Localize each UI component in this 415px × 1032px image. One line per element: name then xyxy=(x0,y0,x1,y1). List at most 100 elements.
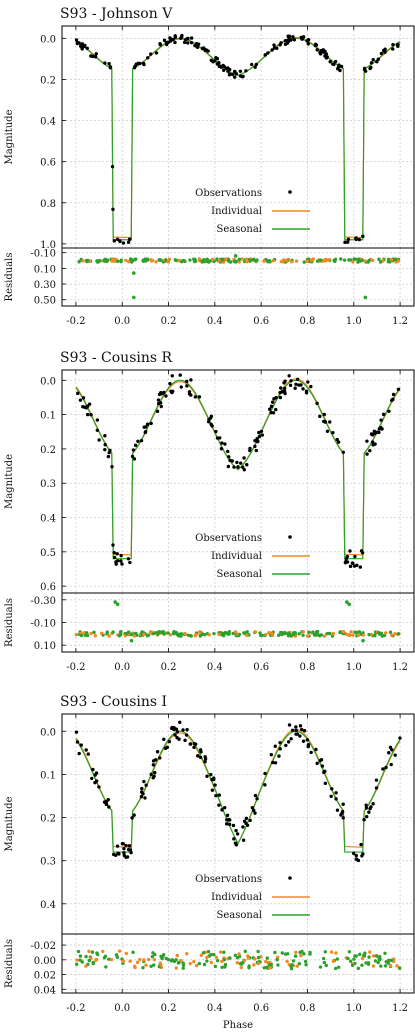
residual-point xyxy=(162,632,166,636)
x-tick-label: 0.2 xyxy=(161,662,177,673)
residual-point xyxy=(322,960,327,965)
observation-point xyxy=(315,761,319,766)
observation-point xyxy=(283,42,288,46)
residual-point xyxy=(201,632,205,637)
residual-point xyxy=(174,966,178,970)
observation-point xyxy=(103,443,107,447)
residual-point xyxy=(95,952,100,957)
observation-point xyxy=(360,551,365,555)
residual-point xyxy=(336,965,341,969)
y-tick-label: 0.3 xyxy=(40,857,56,868)
observation-point xyxy=(304,389,309,393)
observation-point xyxy=(89,413,93,417)
observation-point xyxy=(267,407,272,411)
observation-point xyxy=(224,822,229,826)
residual-point xyxy=(188,258,192,262)
observation-point xyxy=(188,742,193,746)
observation-point xyxy=(194,42,199,46)
observation-point xyxy=(259,429,264,433)
residual-point xyxy=(145,257,150,262)
observation-point xyxy=(144,425,148,429)
residual-point xyxy=(253,957,257,961)
residual-point xyxy=(244,259,249,263)
legend-marker xyxy=(288,876,292,880)
observation-point xyxy=(162,38,167,43)
residual-point xyxy=(101,949,105,954)
observation-point xyxy=(272,46,277,50)
residual-point xyxy=(270,631,274,635)
legend-label: Observations xyxy=(195,874,262,885)
residual-point xyxy=(239,965,243,970)
observation-point xyxy=(227,817,231,822)
residual-point xyxy=(132,258,137,262)
residual-point xyxy=(348,959,353,963)
residual-point xyxy=(334,951,338,955)
residual-point xyxy=(84,954,88,959)
observation-point xyxy=(122,851,126,855)
residual-point xyxy=(173,258,177,262)
residual-point xyxy=(157,630,161,634)
observation-point xyxy=(345,560,350,564)
observation-point xyxy=(214,429,218,434)
observation-point xyxy=(348,549,352,553)
residual-point xyxy=(297,632,301,636)
observation-point xyxy=(75,740,80,744)
x-tick-label: -0.2 xyxy=(66,1003,85,1014)
x-tick-label: 0.0 xyxy=(114,316,130,327)
residual-point xyxy=(89,956,93,960)
residual-point xyxy=(104,965,108,969)
observation-point xyxy=(140,786,144,791)
residual-point xyxy=(237,257,242,262)
observation-point xyxy=(253,793,258,798)
observation-point xyxy=(233,75,237,79)
y-tick-label: 0.5 xyxy=(40,548,56,559)
observation-point xyxy=(336,440,341,444)
observation-point xyxy=(300,37,304,41)
residual-outlier xyxy=(233,254,238,258)
observation-point xyxy=(230,72,235,77)
observation-point xyxy=(235,832,240,836)
observation-point xyxy=(328,60,332,64)
residual-point xyxy=(396,632,401,636)
x-tick-label: 0.4 xyxy=(207,1003,223,1014)
observation-point xyxy=(185,728,189,732)
residual-point xyxy=(174,958,178,962)
observation-point xyxy=(280,390,284,394)
residual-outlier xyxy=(129,638,134,643)
x-tick-label: -0.2 xyxy=(66,316,85,327)
observation-point xyxy=(205,774,209,778)
legend-label: Seasonal xyxy=(217,224,262,235)
observation-point xyxy=(306,743,311,747)
observation-point xyxy=(341,450,345,454)
observation-point xyxy=(253,811,257,815)
observation-point xyxy=(242,467,246,472)
observation-point xyxy=(181,728,185,732)
residual-outlier xyxy=(131,271,136,275)
observation-point xyxy=(128,560,132,565)
residual-point xyxy=(74,962,79,966)
residual-point xyxy=(324,963,328,968)
observation-point xyxy=(132,813,136,817)
observation-point xyxy=(234,828,238,833)
residual-point xyxy=(245,633,249,638)
observation-point xyxy=(272,43,276,47)
residual-point xyxy=(285,959,289,964)
residual-point xyxy=(116,259,120,263)
residual-point xyxy=(91,961,95,966)
observation-point xyxy=(398,736,402,740)
observation-point xyxy=(343,240,347,245)
residual-point xyxy=(313,633,318,637)
observation-point xyxy=(364,803,368,807)
observation-point xyxy=(121,241,126,245)
observation-point xyxy=(289,737,293,741)
observation-point xyxy=(354,853,358,858)
observation-point xyxy=(168,381,172,386)
observation-point xyxy=(238,69,243,73)
residual-point xyxy=(371,954,376,958)
observation-point xyxy=(254,448,258,453)
observation-point xyxy=(289,379,293,383)
residual-point xyxy=(96,259,100,263)
x-tick-label: 1.2 xyxy=(392,1003,408,1014)
observation-point xyxy=(254,62,259,67)
residual-point xyxy=(389,958,393,963)
